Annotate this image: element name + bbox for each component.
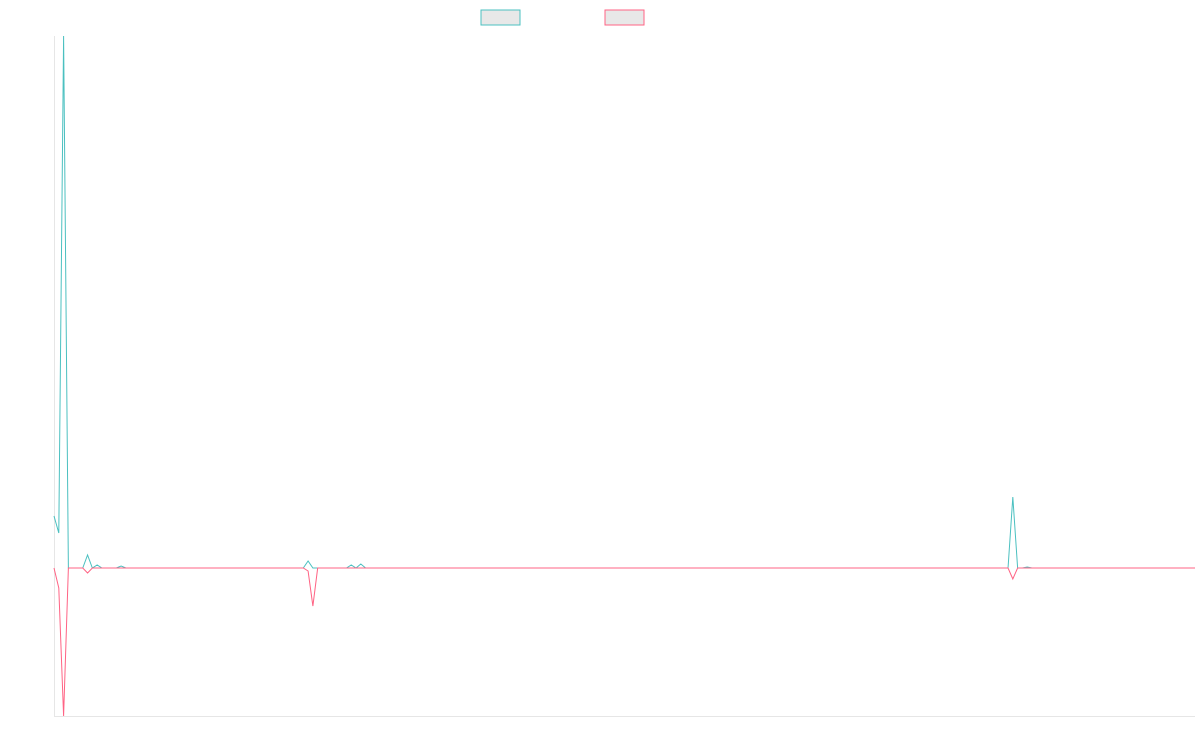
series-line-1 [53,35,1195,569]
legend-swatch-2[interactable] [604,9,645,26]
legend-swatch-1[interactable] [480,9,521,26]
axes [54,36,1195,717]
series-line-2 [53,567,1195,717]
series-layer [53,35,1195,717]
legend [480,9,645,26]
